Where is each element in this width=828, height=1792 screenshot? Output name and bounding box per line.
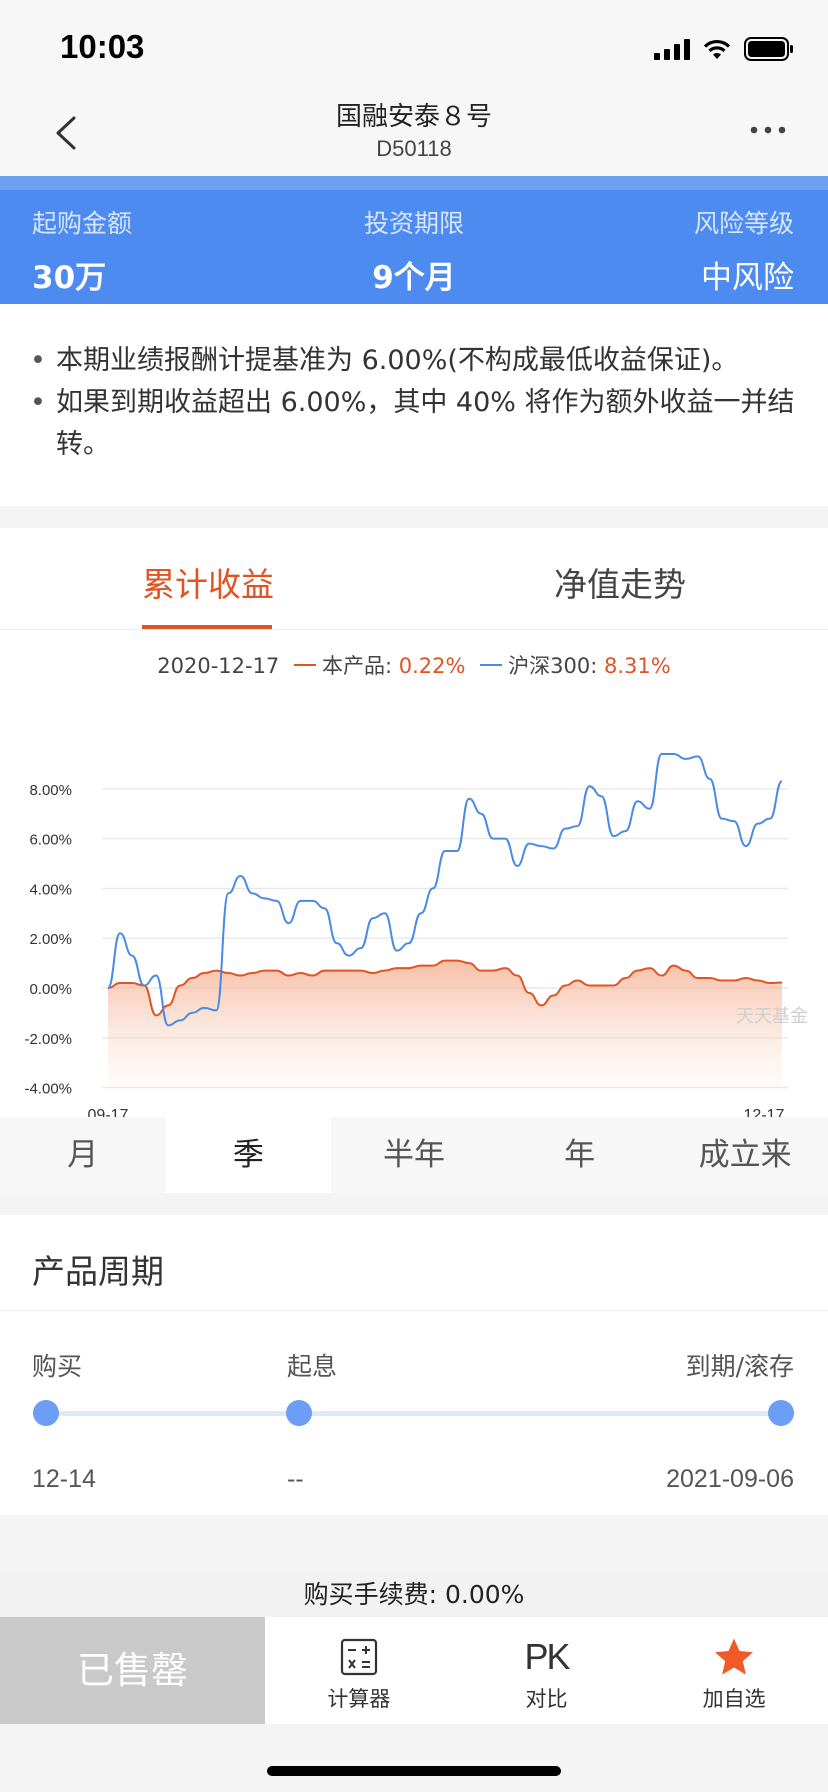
legend-product-swatch — [293, 664, 316, 666]
product-code: D50118 — [376, 136, 452, 161]
y-tick-label: 8.00% — [29, 782, 72, 799]
divider — [0, 1310, 828, 1311]
nav-bar: 国融安泰８号 D50118 — [0, 90, 828, 176]
calculator-icon — [340, 1638, 377, 1676]
risk-label: 风险等级 — [693, 209, 794, 238]
y-tick-label: 0.00% — [29, 981, 72, 998]
legend-product-value: 0.22% — [398, 654, 466, 678]
y-tick-label: 2.00% — [29, 931, 72, 948]
product-area — [108, 960, 782, 1088]
step-buy-label: 购买 — [32, 1352, 83, 1381]
y-tick-label: -2.00% — [24, 1031, 72, 1048]
chart-legend: 2020-12-17 本产品: 0.22% 沪深300: 8.31% — [0, 650, 828, 680]
legend-product-label: 本产品: — [321, 654, 393, 678]
tab-cumulative-return[interactable]: 累计收益 — [142, 565, 274, 604]
period-year[interactable]: 年 — [564, 1137, 596, 1173]
min-purchase-label: 起购金额 — [32, 209, 133, 238]
home-area — [0, 1724, 828, 1792]
step-maturity-value: 2021-09-06 — [666, 1465, 794, 1493]
period-quarter[interactable]: 季 — [165, 1117, 332, 1193]
wifi-icon — [703, 39, 731, 59]
step-maturity-dot — [768, 1400, 794, 1426]
step-interest-dot — [286, 1400, 312, 1426]
back-arrow-icon[interactable] — [46, 110, 86, 156]
page-title: 国融安泰８号 — [335, 102, 492, 132]
signal-icon — [654, 38, 690, 60]
term-label: 投资期限 — [363, 209, 464, 238]
star-icon — [715, 1638, 754, 1675]
product-info-band: 起购金额 30万 投资期限 9个月 风险等级 中风险 — [0, 190, 828, 304]
period-month[interactable]: 月 — [67, 1137, 99, 1173]
active-tab-indicator — [142, 625, 272, 629]
compare-label: 对比 — [525, 1687, 568, 1711]
bottom-action-bar: 已售罄 计算器 PK 对比 加自选 — [0, 1617, 828, 1724]
risk-level: 风险等级 中风险 — [694, 204, 794, 297]
chart-card: 累计收益 净值走势 2020-12-17 本产品: 0.22% 沪深300: 8… — [0, 528, 828, 1193]
step-maturity-label: 到期/滚存 — [685, 1352, 794, 1381]
add-favorite-button[interactable]: 加自选 — [640, 1617, 828, 1724]
status-bar: 10:03 — [0, 0, 828, 90]
cycle-track — [46, 1411, 782, 1416]
index-line — [107, 752, 783, 1027]
battery-icon — [744, 37, 793, 61]
legend-index-swatch — [480, 664, 503, 666]
calculator-button[interactable]: 计算器 — [265, 1617, 453, 1724]
legend-index-label: 沪深300: — [508, 654, 598, 678]
header-divider — [0, 176, 828, 190]
note-item: 如果到期收益超出 6.00%，其中 40% 将作为额外收益一并结转。 — [30, 382, 798, 466]
investment-term: 投资期限 9个月 — [0, 204, 828, 297]
y-tick-label: 4.00% — [29, 881, 72, 898]
period-since-inception[interactable]: 成立来 — [698, 1137, 792, 1173]
calculator-label: 计算器 — [327, 1687, 391, 1711]
term-value: 9个月 — [372, 260, 456, 296]
more-icon[interactable] — [748, 120, 788, 140]
y-tick-label: 6.00% — [29, 832, 72, 849]
sold-out-button[interactable]: 已售罄 — [0, 1617, 265, 1724]
favorite-label: 加自选 — [702, 1687, 766, 1711]
period-half-year[interactable]: 半年 — [382, 1137, 445, 1173]
status-icons — [654, 36, 794, 62]
notes-section: 本期业绩报酬计提基准为 6.00%(不构成最低收益保证)。 如果到期收益超出 6… — [0, 304, 828, 506]
compare-button[interactable]: PK 对比 — [453, 1617, 641, 1724]
min-purchase-value: 30万 — [32, 260, 107, 296]
chart-tabs: 累计收益 净值走势 — [0, 528, 828, 630]
y-tick-label: -4.00% — [24, 1081, 72, 1098]
legend-index-value: 8.31% — [604, 654, 671, 678]
home-indicator — [267, 1766, 561, 1776]
legend-date: 2020-12-17 — [157, 654, 280, 678]
note-item: 本期业绩报酬计提基准为 6.00%(不构成最低收益保证)。 — [30, 340, 798, 382]
pk-icon: PK — [524, 1636, 570, 1677]
period-selector: 月 季 半年 年 成立来 — [0, 1117, 828, 1193]
status-time: 10:03 — [60, 28, 145, 65]
tab-nav-trend[interactable]: 净值走势 — [554, 565, 686, 604]
step-interest-value: -- — [287, 1465, 304, 1493]
min-purchase: 起购金额 30万 — [32, 204, 132, 297]
product-cycle-card: 产品周期 购买 起息 到期/滚存 12-14 -- 2021-09-06 — [0, 1215, 828, 1515]
watermark: 天天基金 — [736, 1006, 808, 1027]
step-buy-dot — [33, 1400, 59, 1426]
step-buy-value: 12-14 — [32, 1465, 96, 1493]
return-chart[interactable]: 8.00%6.00%4.00%2.00%0.00%-2.00%-4.00%09-… — [0, 698, 828, 1138]
purchase-fee: 购买手续费: 0.00% — [0, 1573, 828, 1617]
cycle-title: 产品周期 — [32, 1252, 164, 1291]
risk-value: 中风险 — [701, 260, 794, 296]
step-interest-label: 起息 — [287, 1352, 338, 1381]
